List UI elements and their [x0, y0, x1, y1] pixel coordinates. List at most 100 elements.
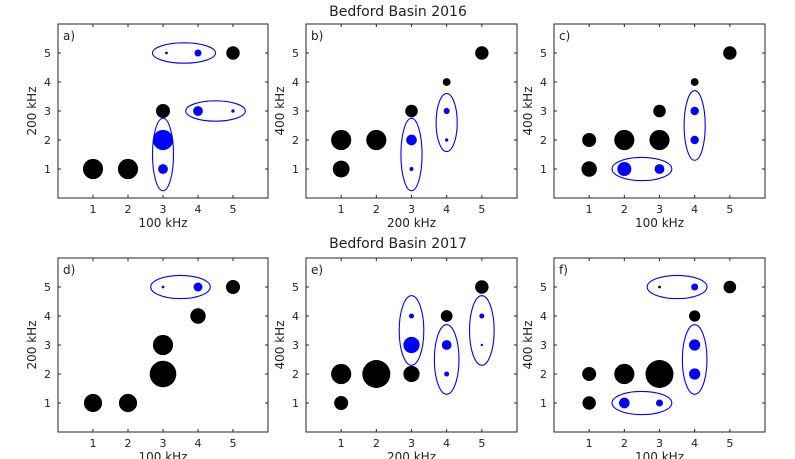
x-tick-label: 3 [160, 437, 167, 450]
x-tick-label: 3 [408, 437, 415, 450]
panel-label: b) [311, 29, 323, 43]
x-tick-label: 3 [408, 203, 415, 216]
y-tick-label: 2 [540, 134, 547, 147]
y-tick-label: 3 [540, 339, 547, 352]
y-tick-label: 2 [540, 368, 547, 381]
panel-label: e) [311, 263, 323, 277]
data-point [658, 285, 661, 289]
x-tick-label: 2 [373, 437, 380, 450]
y-tick-label: 4 [44, 76, 51, 89]
y-tick-label: 4 [540, 310, 547, 323]
data-point [152, 334, 174, 356]
data-point [405, 104, 418, 118]
data-point [118, 393, 138, 413]
x-axis-label: 100 kHz [635, 450, 684, 459]
data-point [443, 107, 450, 115]
data-point [582, 396, 596, 410]
group-ellipse [398, 295, 425, 366]
y-axis-label: 400 kHz [521, 87, 535, 136]
data-point [83, 393, 103, 413]
y-tick-label: 1 [540, 163, 547, 176]
group-ellipse [433, 324, 460, 395]
data-point [475, 280, 489, 294]
data-point [193, 282, 203, 292]
panel-1: 1 2 3 4 5 1 2 3 4 5 100 kHz 200 kHz a) [25, 23, 269, 230]
y-tick-label: 1 [540, 397, 547, 410]
y-tick-label: 5 [44, 47, 51, 60]
y-axis-label: 400 kHz [273, 87, 287, 136]
data-point [444, 138, 449, 142]
data-point [619, 397, 630, 409]
x-tick-label: 3 [160, 203, 167, 216]
x-tick-label: 4 [195, 203, 202, 216]
x-tick-label: 2 [373, 203, 380, 216]
group-ellipse [683, 90, 706, 161]
panel-label: d) [63, 263, 75, 277]
y-tick-label: 1 [292, 397, 299, 410]
x-axis-label: 100 kHz [139, 450, 188, 459]
data-point [165, 51, 168, 55]
x-tick-label: 2 [125, 437, 132, 450]
y-tick-label: 5 [540, 47, 547, 60]
x-tick-label: 5 [230, 203, 237, 216]
x-tick-label: 4 [195, 437, 202, 450]
group-ellipse [681, 324, 708, 395]
x-tick-label: 4 [443, 203, 450, 216]
x-tick-label: 3 [656, 203, 663, 216]
data-point [656, 399, 663, 407]
y-axis-label: 400 kHz [273, 321, 287, 370]
figure-title-2016: Bedford Basin 2016 [329, 4, 467, 20]
data-point [614, 129, 635, 151]
data-point [442, 78, 451, 86]
data-point [689, 368, 701, 380]
group-ellipse [468, 295, 495, 366]
group-ellipse [646, 274, 708, 300]
panel-4: 1 2 3 4 5 1 2 3 4 5 100 kHz 200 kHz d) [25, 257, 269, 459]
data-point [331, 129, 352, 151]
data-point [231, 109, 235, 113]
data-point [190, 308, 206, 324]
x-tick-label: 5 [230, 437, 237, 450]
panel-3: 1 2 3 4 5 1 2 3 4 5 100 kHz 400 kHz c) [521, 23, 766, 230]
figure-title-2017: Bedford Basin 2017 [329, 236, 467, 252]
x-tick-label: 1 [90, 437, 97, 450]
data-point [723, 280, 737, 294]
data-point [581, 161, 597, 177]
data-point [403, 365, 420, 383]
x-tick-label: 1 [586, 437, 593, 450]
x-tick-label: 5 [726, 203, 733, 216]
data-point [582, 133, 597, 147]
group-ellipse [435, 93, 458, 153]
data-point [723, 46, 737, 60]
group-ellipse [185, 100, 246, 122]
panel-5: 1 2 3 4 5 1 2 3 4 5 200 kHz 400 kHz e) [273, 257, 518, 459]
data-point [161, 285, 165, 289]
y-tick-label: 2 [44, 134, 51, 147]
y-axis-label: 200 kHz [25, 87, 39, 136]
data-point [614, 363, 635, 385]
data-point [226, 280, 240, 294]
y-axis-label: 200 kHz [25, 321, 39, 370]
data-point [691, 283, 699, 291]
data-point [440, 310, 453, 322]
data-point [480, 343, 484, 347]
y-tick-label: 1 [44, 163, 51, 176]
data-point [403, 336, 420, 354]
data-point [690, 78, 699, 86]
data-point [689, 339, 701, 351]
y-axis-label: 400 kHz [521, 321, 535, 370]
x-tick-label: 4 [443, 437, 450, 450]
data-point [117, 158, 139, 180]
data-point [690, 135, 699, 145]
data-point [617, 162, 632, 176]
data-point [158, 164, 168, 174]
y-tick-label: 4 [44, 310, 51, 323]
data-point [406, 134, 417, 146]
x-tick-label: 2 [621, 437, 628, 450]
data-point [366, 129, 387, 151]
x-axis-label: 200 kHz [387, 216, 436, 230]
y-tick-label: 4 [292, 76, 299, 89]
data-point [653, 104, 666, 118]
data-point [649, 129, 670, 151]
y-tick-label: 5 [44, 281, 51, 294]
